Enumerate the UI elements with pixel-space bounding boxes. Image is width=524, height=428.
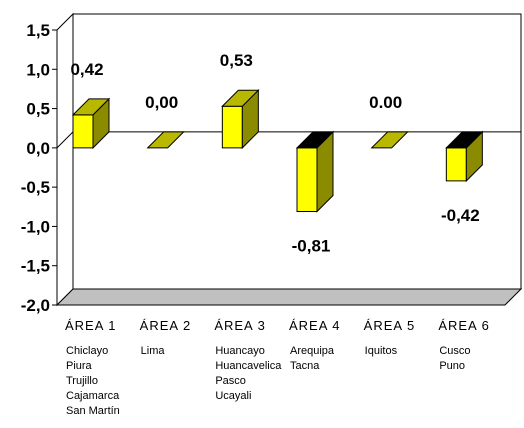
- data-label: 0,00: [145, 93, 178, 112]
- category-city: San Martín: [66, 405, 120, 417]
- category-city: Ucayali: [215, 390, 251, 402]
- zero-line-side: [56, 131, 74, 149]
- bar: [146, 131, 185, 149]
- y-tick-label: -0,5: [21, 178, 50, 197]
- data-labels: 0,42 0,00 0,53 -0,81 0.00 -0,42: [70, 51, 479, 255]
- category-city: Huancayo: [215, 345, 265, 357]
- bar: [71, 97, 111, 150]
- category-label: ÁREA 4: [289, 318, 341, 333]
- data-label: 0,53: [220, 51, 253, 70]
- y-tick-label: -1,0: [21, 217, 50, 236]
- y-tick-label: 0,0: [26, 139, 50, 158]
- data-label: 0,42: [70, 60, 103, 79]
- bar-top: [370, 131, 409, 149]
- bar: [221, 89, 260, 150]
- category-label: ÁREA 1: [65, 318, 117, 333]
- category-city: Tacna: [290, 360, 320, 372]
- category-city: Huancavelica: [215, 360, 282, 372]
- category-city: Trujillo: [66, 375, 98, 387]
- bar-top: [221, 89, 260, 107]
- category-city: Cajamarca: [66, 390, 120, 402]
- category-label: ÁREA 6: [438, 318, 490, 333]
- data-label: -0,42: [441, 206, 480, 225]
- category-city: Pasco: [215, 375, 246, 387]
- category-city: Iquitos: [365, 345, 398, 357]
- bar-top: [146, 131, 185, 149]
- bar-front: [72, 114, 94, 149]
- bar-front: [296, 147, 318, 212]
- y-axis: 1,5 1,0 0,5 0,0 -0,5 -1,0 -1,5 -2,0: [21, 21, 58, 315]
- bar: [445, 130, 484, 183]
- y-tick-label: 0,5: [26, 100, 50, 119]
- bar-top: [295, 131, 335, 149]
- side-wall: [56, 12, 74, 307]
- bar-front: [221, 105, 243, 149]
- category-city: Chiclayo: [66, 345, 108, 357]
- y-tick-label: 1,0: [26, 60, 50, 79]
- bar-front: [445, 147, 467, 182]
- category-label: ÁREA 5: [364, 318, 416, 333]
- data-label: 0.00: [369, 93, 402, 112]
- y-tick-label: -1,5: [21, 257, 50, 276]
- chart-floor: [55, 288, 523, 306]
- bar: [370, 131, 409, 149]
- bar: [295, 130, 335, 213]
- bar-top: [445, 131, 484, 149]
- bar-top: [71, 98, 111, 116]
- data-label: -0,81: [292, 237, 331, 256]
- y-tick-label: 1,5: [26, 21, 50, 40]
- y-tick-label: -2,0: [21, 296, 50, 315]
- category-label: ÁREA 2: [140, 318, 192, 333]
- category-city: Piura: [66, 360, 93, 372]
- category-city: Arequipa: [290, 345, 335, 357]
- category-city: Cusco: [439, 345, 470, 357]
- category-label: ÁREA 3: [214, 318, 266, 333]
- x-axis: ÁREA 1 Chiclayo Piura Trujillo Cajamarca San …: [65, 318, 490, 417]
- category-city: Lima: [141, 345, 166, 357]
- category-city: Puno: [439, 360, 465, 372]
- bars: [71, 89, 484, 213]
